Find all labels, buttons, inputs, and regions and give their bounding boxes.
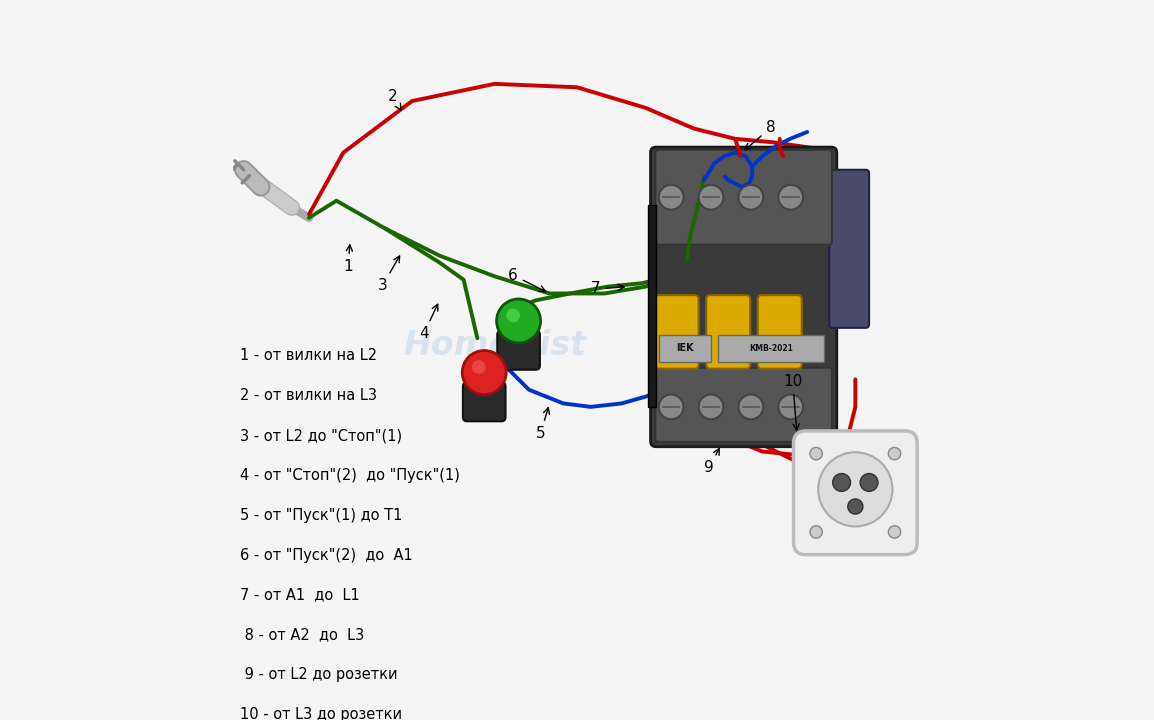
Text: 9: 9 bbox=[704, 449, 719, 475]
Circle shape bbox=[698, 185, 724, 210]
Circle shape bbox=[463, 351, 507, 395]
Circle shape bbox=[659, 185, 683, 210]
Text: 8: 8 bbox=[745, 120, 775, 150]
Text: 3: 3 bbox=[377, 256, 399, 293]
Circle shape bbox=[810, 526, 823, 538]
Circle shape bbox=[860, 474, 878, 492]
Text: 10: 10 bbox=[784, 374, 802, 430]
FancyBboxPatch shape bbox=[497, 330, 540, 370]
Circle shape bbox=[848, 499, 863, 514]
Bar bbox=[718, 335, 824, 362]
FancyBboxPatch shape bbox=[830, 170, 869, 328]
Text: 6: 6 bbox=[508, 268, 546, 292]
Circle shape bbox=[507, 309, 520, 323]
Circle shape bbox=[496, 299, 540, 343]
FancyBboxPatch shape bbox=[706, 295, 750, 369]
Text: 2: 2 bbox=[388, 89, 400, 110]
Text: 3 - от L2 до "Стоп"(1): 3 - от L2 до "Стоп"(1) bbox=[240, 428, 403, 444]
Circle shape bbox=[739, 185, 763, 210]
FancyBboxPatch shape bbox=[758, 295, 802, 369]
Text: 7: 7 bbox=[591, 282, 624, 297]
Text: 8 - от А2  до  L3: 8 - от А2 до L3 bbox=[240, 627, 365, 642]
FancyBboxPatch shape bbox=[654, 295, 698, 369]
Text: IEK: IEK bbox=[676, 343, 694, 354]
Circle shape bbox=[810, 447, 823, 460]
FancyBboxPatch shape bbox=[651, 147, 837, 446]
Text: 4: 4 bbox=[419, 305, 437, 341]
Circle shape bbox=[818, 452, 892, 526]
Circle shape bbox=[889, 447, 900, 460]
Text: 5 - от "Пуск"(1) до Т1: 5 - от "Пуск"(1) до Т1 bbox=[240, 508, 403, 523]
Text: HomeDist: HomeDist bbox=[403, 328, 586, 361]
Circle shape bbox=[778, 395, 803, 419]
Text: 9 - от L2 до розетки: 9 - от L2 до розетки bbox=[240, 667, 398, 683]
Text: 1 - от вилки на L2: 1 - от вилки на L2 bbox=[240, 348, 377, 364]
Circle shape bbox=[659, 395, 683, 419]
Text: 1: 1 bbox=[344, 245, 353, 274]
Text: 4 - от "Стоп"(2)  до "Пуск"(1): 4 - от "Стоп"(2) до "Пуск"(1) bbox=[240, 468, 460, 483]
FancyBboxPatch shape bbox=[655, 368, 832, 442]
Text: 2 - от вилки на L3: 2 - от вилки на L3 bbox=[240, 388, 377, 403]
Text: 6 - от "Пуск"(2)  до  А1: 6 - от "Пуск"(2) до А1 bbox=[240, 548, 413, 563]
Text: 7 - от А1  до  L1: 7 - от А1 до L1 bbox=[240, 588, 360, 603]
Circle shape bbox=[778, 185, 803, 210]
Text: 10 - от L3 до розетки: 10 - от L3 до розетки bbox=[240, 707, 403, 720]
Bar bbox=[659, 335, 711, 362]
Circle shape bbox=[698, 395, 724, 419]
Text: 5: 5 bbox=[535, 408, 549, 441]
Circle shape bbox=[833, 474, 850, 492]
Bar bbox=[647, 204, 655, 407]
Circle shape bbox=[889, 526, 900, 538]
Circle shape bbox=[472, 360, 486, 374]
FancyBboxPatch shape bbox=[794, 431, 917, 554]
FancyBboxPatch shape bbox=[655, 150, 832, 245]
Circle shape bbox=[739, 395, 763, 419]
Text: КМВ-2021: КМВ-2021 bbox=[749, 344, 793, 353]
FancyBboxPatch shape bbox=[463, 382, 505, 421]
